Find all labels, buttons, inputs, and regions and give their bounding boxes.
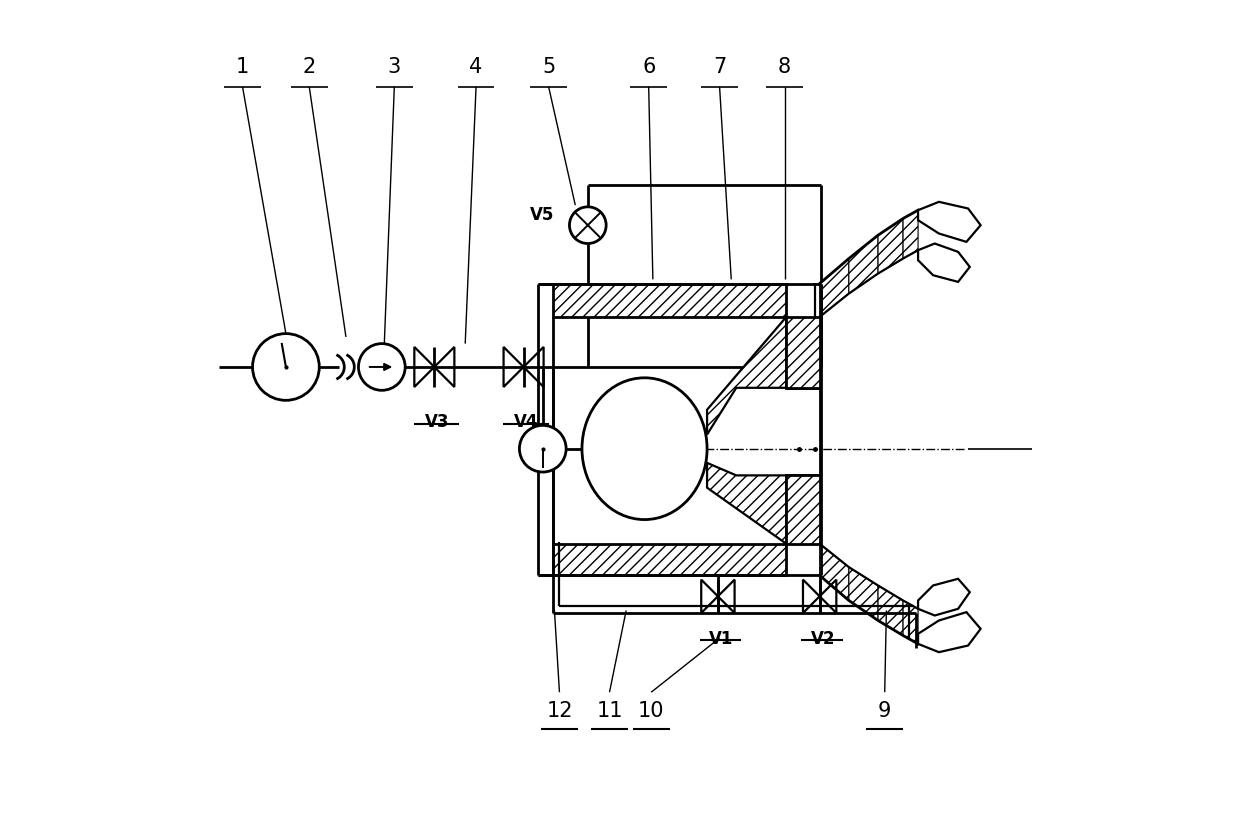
- Bar: [553, 284, 787, 317]
- Text: V1: V1: [709, 630, 733, 648]
- Circle shape: [358, 344, 405, 390]
- Polygon shape: [918, 202, 980, 242]
- Text: V4: V4: [514, 413, 538, 431]
- Text: V3: V3: [425, 413, 449, 431]
- Text: V2: V2: [810, 630, 835, 648]
- Circle shape: [519, 425, 566, 472]
- Polygon shape: [707, 317, 787, 435]
- Circle shape: [253, 334, 320, 400]
- Text: 2: 2: [302, 57, 316, 77]
- Text: 5: 5: [541, 57, 555, 77]
- Polygon shape: [903, 210, 918, 259]
- Polygon shape: [918, 579, 970, 615]
- Polygon shape: [878, 585, 903, 636]
- Polygon shape: [849, 235, 878, 294]
- Polygon shape: [849, 567, 878, 620]
- Text: V5: V5: [530, 206, 554, 224]
- Text: 12: 12: [546, 701, 572, 721]
- Text: 1: 1: [235, 57, 249, 77]
- Bar: [787, 317, 820, 388]
- Text: 9: 9: [878, 701, 891, 721]
- Circle shape: [570, 207, 606, 244]
- Polygon shape: [918, 244, 970, 282]
- Text: 7: 7: [712, 57, 726, 77]
- Bar: [553, 544, 787, 575]
- Polygon shape: [707, 463, 787, 544]
- Polygon shape: [918, 612, 980, 652]
- Text: 11: 11: [596, 701, 623, 721]
- Polygon shape: [820, 544, 849, 600]
- Text: 3: 3: [388, 57, 401, 77]
- Polygon shape: [903, 600, 918, 644]
- Bar: [787, 475, 820, 544]
- Text: 10: 10: [638, 701, 664, 721]
- Text: 6: 6: [642, 57, 655, 77]
- Polygon shape: [820, 259, 849, 317]
- Ellipse shape: [582, 378, 707, 520]
- Text: 4: 4: [470, 57, 483, 77]
- Text: 8: 8: [778, 57, 792, 77]
- Polygon shape: [878, 219, 903, 274]
